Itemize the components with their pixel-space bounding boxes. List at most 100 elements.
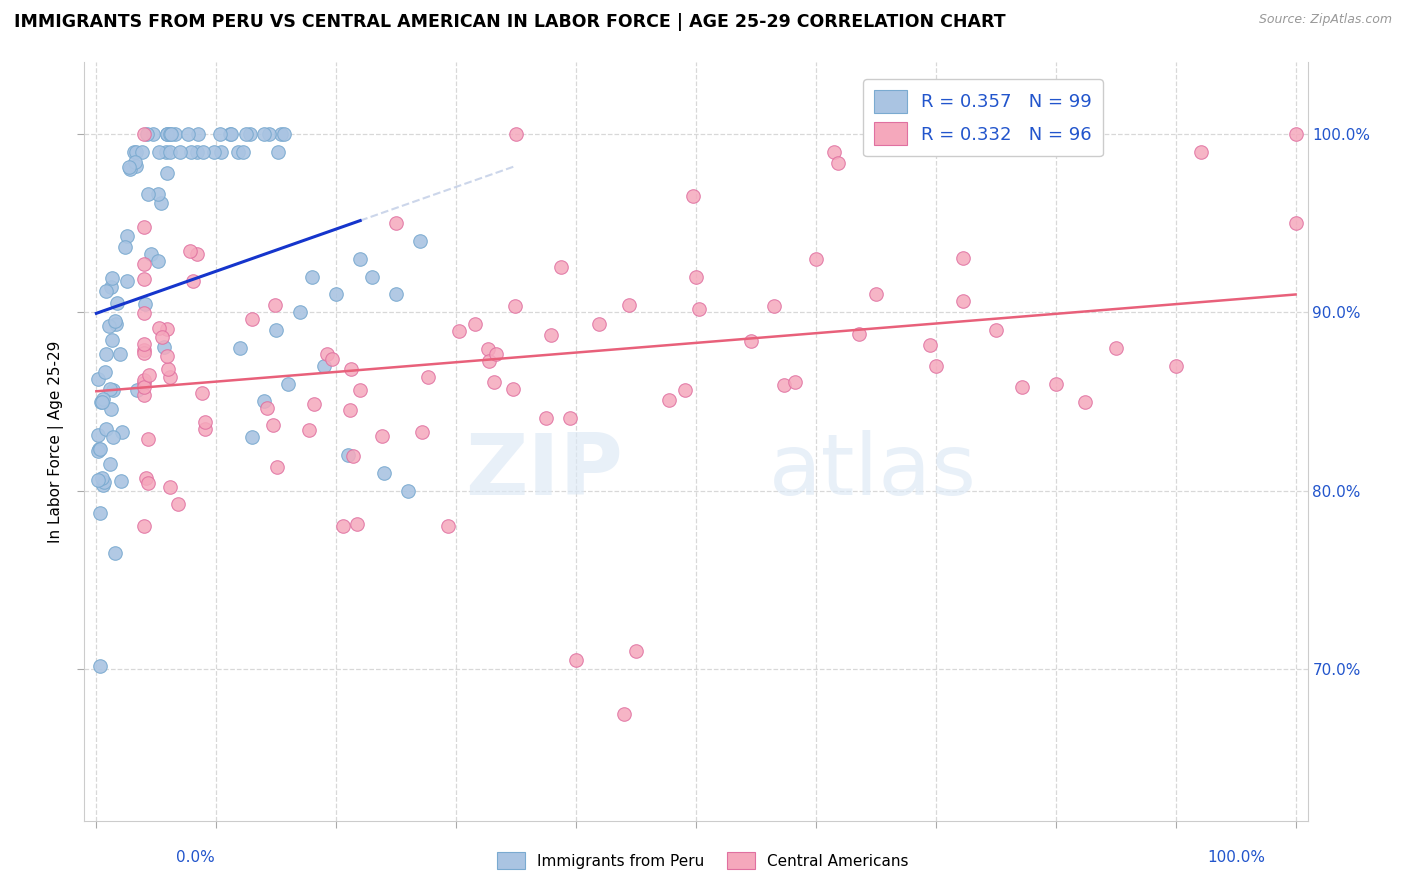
Point [131,145,153,159]
Point [156,322,179,336]
Point [1074,395,1097,409]
Point [673,383,696,397]
Point [179,244,201,259]
Point [503,299,526,313]
Point [332,519,354,533]
Point [104,317,127,331]
Point [150,329,173,343]
Point [91,478,114,492]
Legend: Immigrants from Peru, Central Americans: Immigrants from Peru, Central Americans [491,846,915,875]
Point [257,127,280,141]
Point [98,383,121,397]
Point [823,145,845,159]
Point [191,385,214,400]
Point [90,395,112,409]
Text: ZIP: ZIP [465,430,623,514]
Point [155,145,177,159]
Point [325,287,347,301]
Point [142,127,165,141]
Point [298,424,321,438]
Point [952,293,974,308]
Point [148,186,170,201]
Point [264,298,287,312]
Point [740,334,762,349]
Point [540,328,562,343]
Point [115,229,138,244]
Legend: R = 0.357   N = 99, R = 0.332   N = 96: R = 0.357 N = 99, R = 0.332 N = 96 [863,79,1102,156]
Point [159,480,181,494]
Point [193,145,215,159]
Point [301,269,323,284]
Point [437,519,460,533]
Point [187,127,209,141]
Point [865,287,887,301]
Point [134,272,156,286]
Point [186,247,208,261]
Point [89,442,111,457]
Point [477,342,499,356]
Point [340,362,363,376]
Point [101,333,124,347]
Point [134,519,156,533]
Point [558,410,581,425]
Point [848,326,870,341]
Point [685,269,707,284]
Point [156,127,179,141]
Point [136,127,159,141]
Point [1189,145,1212,160]
Point [148,145,170,159]
Point [156,166,179,180]
Point [613,706,636,721]
Point [464,317,486,331]
Point [94,422,117,436]
Text: atlas: atlas [769,430,977,514]
Point [349,252,371,266]
Point [240,312,263,326]
Point [148,320,170,334]
Point [624,644,647,658]
Point [253,127,276,141]
Point [89,442,111,456]
Point [111,425,134,440]
Point [136,433,159,447]
Point [100,402,122,417]
Point [209,145,232,159]
Point [482,375,505,389]
Point [1045,376,1067,391]
Point [159,127,181,141]
Point [134,257,156,271]
Point [180,145,202,159]
Point [1284,127,1306,141]
Point [253,394,276,409]
Point [108,347,131,361]
Point [94,365,117,379]
Point [134,379,156,393]
Point [314,359,336,373]
Point [411,425,433,439]
Point [134,343,156,357]
Point [267,145,290,159]
Point [688,301,710,316]
Point [534,411,557,425]
Point [337,448,360,462]
Point [159,127,181,141]
Point [134,297,156,311]
Point [122,145,145,159]
Point [321,352,343,367]
Point [127,383,149,397]
Point [148,253,170,268]
Point [273,127,295,141]
Point [349,383,371,397]
Point [101,384,124,398]
Point [984,323,1007,337]
Point [156,127,179,141]
Point [827,156,849,170]
Point [159,145,181,159]
Point [134,372,156,386]
Point [90,471,112,485]
Point [87,444,110,458]
Point [124,145,146,159]
Point [115,274,138,288]
Point [361,269,384,284]
Point [1164,359,1187,373]
